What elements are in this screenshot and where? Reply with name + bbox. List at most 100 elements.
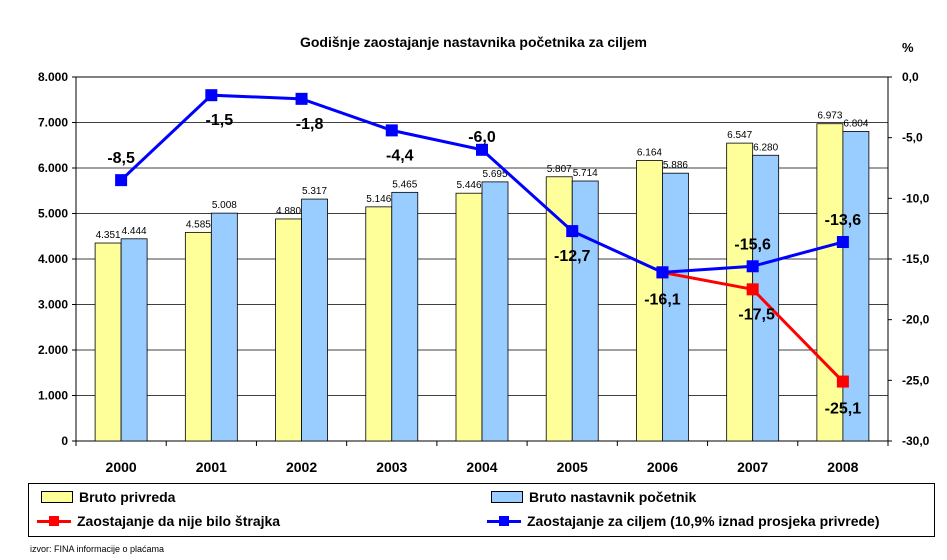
bar-data-label: 5.886 [663, 160, 688, 171]
bar-bruto-privreda [275, 218, 302, 442]
bar-data-label: 5.317 [302, 186, 327, 197]
right-axis-tick-label: -15,0 [902, 252, 930, 266]
x-axis-tick-label: 2002 [286, 459, 317, 475]
bar-bruto-privreda [184, 231, 212, 442]
left-axis-tick-label: 7.000 [38, 116, 68, 130]
legend-swatch-bruto-privreda [41, 491, 73, 503]
right-axis-tick-label: 0,0 [902, 70, 919, 84]
line-data-label: -4,4 [386, 147, 414, 164]
legend-item-bruto-nastavnik: Bruto nastavnik početnik [491, 489, 696, 505]
legend-swatch-blue-line [487, 515, 521, 526]
legend-label-zaostajanje-cilj: Zaostajanje za ciljem (10,9% iznad prosj… [527, 513, 880, 529]
bar-data-label: 6.547 [727, 130, 752, 141]
legend-label-zaostajanje-strajk: Zaostajanje da nije bilo štrajka [77, 513, 281, 529]
left-axis-tick-label: 6.000 [38, 161, 68, 175]
line-data-label: -1,8 [296, 116, 324, 133]
bar-data-label: 5.446 [456, 180, 481, 191]
bar-data-label: 5.146 [366, 194, 391, 205]
line-marker-red [746, 283, 759, 296]
x-axis-tick-label: 2006 [647, 459, 678, 475]
x-axis-tick-label: 2005 [557, 459, 588, 475]
line-data-label: -8,5 [107, 150, 135, 167]
bar-data-label: 4.444 [122, 226, 147, 237]
line-marker-blue [295, 92, 308, 105]
bar-data-label: 5.807 [547, 164, 572, 175]
line-marker-blue [566, 225, 579, 238]
legend: Bruto privreda Bruto nastavnik početnik … [28, 483, 935, 537]
bar-data-label: 5.695 [482, 169, 507, 180]
right-axis-tick-label: -25,0 [902, 373, 930, 387]
left-axis-tick-label: 1.000 [38, 389, 68, 403]
line-data-label: -6,0 [468, 129, 496, 146]
bar-bruto-nastavnik [301, 198, 328, 442]
line-data-label: -25,1 [825, 401, 862, 418]
legend-swatch-red-line [37, 515, 71, 526]
x-axis-tick-label: 2007 [737, 459, 768, 475]
bar-data-label: 6.973 [817, 111, 842, 122]
bar-bruto-privreda [455, 192, 483, 442]
legend-swatch-bruto-nastavnik [491, 491, 523, 503]
x-axis-tick-label: 2000 [106, 459, 137, 475]
left-axis-tick-label: 3.000 [38, 298, 68, 312]
bar-bruto-privreda [816, 123, 844, 442]
legend-item-bruto-privreda: Bruto privreda [41, 489, 175, 505]
right-axis-tick-label: -10,0 [902, 191, 930, 205]
bar-data-label: 4.585 [186, 219, 211, 230]
bar-bruto-nastavnik [842, 131, 870, 442]
bar-bruto-privreda [94, 242, 122, 442]
line-marker-red [836, 375, 849, 388]
line-data-label: -17,5 [738, 306, 775, 323]
line-data-label: -1,5 [206, 112, 234, 129]
bar-data-label: 6.164 [637, 148, 662, 159]
bar-bruto-nastavnik [391, 191, 419, 442]
x-axis-tick-label: 2004 [466, 459, 497, 475]
bar-bruto-nastavnik [662, 172, 689, 442]
line-data-label: -15,6 [734, 236, 771, 253]
bar-data-label: 6.804 [843, 118, 868, 129]
bar-data-label: 5.465 [392, 179, 417, 190]
line-marker-blue [476, 143, 488, 156]
right-axis-unit: % [902, 40, 914, 55]
line-data-label: -12,7 [554, 248, 591, 265]
bar-bruto-privreda [545, 176, 573, 442]
line-marker-blue [205, 89, 218, 102]
bar-data-label: 5.008 [212, 200, 237, 211]
bar-bruto-nastavnik [481, 181, 509, 442]
bar-data-label: 4.351 [96, 230, 121, 241]
left-axis-tick-label: 2.000 [38, 343, 68, 357]
line-marker-blue [656, 266, 669, 279]
left-axis-tick-label: 5.000 [38, 207, 68, 221]
bar-bruto-nastavnik [120, 238, 148, 442]
legend-item-zaostajanje-cilj: Zaostajanje za ciljem (10,9% iznad prosj… [487, 513, 879, 529]
bar-bruto-nastavnik [752, 154, 780, 442]
legend-label-bruto-nastavnik: Bruto nastavnik početnik [529, 489, 697, 505]
bar-data-label: 6.280 [753, 142, 778, 153]
source-note: izvor: FINA informacije o plaćama [30, 544, 165, 554]
x-axis-tick-label: 2008 [827, 459, 858, 475]
line-marker-blue [115, 174, 128, 187]
right-axis-tick-label: -20,0 [902, 313, 930, 327]
line-data-label: -13,6 [825, 212, 862, 229]
legend-marker-blue [499, 515, 509, 526]
right-axis-tick-label: -30,0 [902, 434, 930, 448]
line-marker-blue [746, 260, 759, 273]
left-axis-tick-label: 4.000 [38, 252, 68, 266]
chart-title: Godišnje zaostajanje nastavnika početnik… [299, 34, 648, 50]
line-marker-blue [385, 124, 398, 137]
right-axis-tick-label: -5,0 [902, 131, 923, 145]
bar-bruto-nastavnik [571, 180, 599, 442]
bar-bruto-nastavnik [210, 212, 238, 442]
line-marker-blue [836, 236, 849, 249]
bar-data-label: 5.714 [573, 168, 598, 179]
bar-bruto-privreda [365, 206, 393, 442]
line-data-label: -16,1 [644, 291, 681, 308]
legend-marker-red [49, 515, 59, 526]
x-axis-tick-label: 2001 [196, 459, 227, 475]
left-axis-tick-label: 8.000 [38, 70, 68, 84]
bar-bruto-privreda [636, 160, 663, 442]
x-axis-tick-label: 2003 [376, 459, 407, 475]
left-axis-tick-label: 0 [61, 434, 68, 448]
legend-label-bruto-privreda: Bruto privreda [79, 489, 176, 505]
